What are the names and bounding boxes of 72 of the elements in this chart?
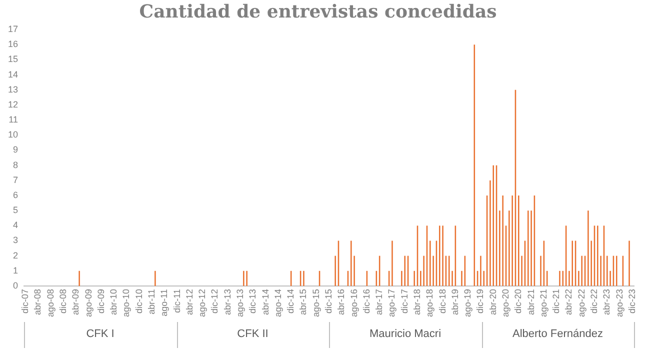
x-tick-label: dic-23 (626, 288, 637, 314)
text: CFK I (86, 328, 114, 340)
x-tick-label: ago-19 (462, 288, 473, 318)
x-tick-label: abr-10 (108, 288, 119, 315)
y-tick-label: 13 (8, 84, 18, 94)
text: Mauricio Macri (369, 328, 442, 340)
y-tick-label: 10 (8, 130, 18, 140)
text: Alberto Fernández (512, 328, 603, 340)
x-tick-label: ago-10 (121, 288, 132, 318)
y-tick-label: 15 (8, 54, 18, 64)
x-tick-label: abr-15 (298, 288, 308, 315)
x-tick-label: abr-11 (146, 288, 156, 314)
x-tick-label: dic-09 (96, 288, 106, 314)
x-tick-label: dic-18 (437, 288, 448, 314)
x-tick-label: ago-20 (500, 288, 510, 318)
x-tick-label: ago-08 (45, 288, 56, 318)
y-tick-label: 2 (12, 250, 18, 260)
x-tick-label: ago-09 (83, 288, 94, 318)
y-tick-label: 3 (12, 235, 18, 246)
x-tick-label: dic-12 (210, 288, 220, 314)
x-tick-label: dic-10 (134, 288, 144, 314)
x-tick-label: dic-22 (588, 288, 599, 314)
x-tick-label: abr-09 (70, 288, 81, 315)
x-tick-label: ago-22 (576, 288, 586, 318)
x-tick-label: abr-20 (488, 288, 498, 315)
chart-title: Cantidad de entrevistas concedidas (139, 1, 497, 22)
x-tick-label: abr-23 (602, 288, 612, 315)
y-tick-label: 11 (8, 114, 18, 125)
x-tick-label: abr-17 (374, 288, 384, 315)
x-tick-label: dic-21 (551, 288, 562, 314)
y-tick-label: 5 (12, 205, 18, 216)
y-tick-label: 14 (8, 69, 18, 80)
x-tick-label: dic-11 (172, 288, 182, 313)
x-tick-label: dic-17 (399, 288, 410, 314)
x-tick-label: abr-19 (450, 288, 460, 315)
x-tick-label: abr-18 (412, 288, 422, 315)
x-tick-label: dic-08 (58, 288, 68, 314)
text: CFK II (237, 328, 268, 340)
y-tick-label: 8 (12, 160, 18, 170)
x-tick-label: abr-16 (336, 288, 346, 315)
x-tick-label: ago-21 (538, 288, 548, 318)
x-tick-label: abr-08 (32, 288, 43, 315)
x-tick-label: ago-13 (234, 288, 245, 318)
y-tick-label: 9 (12, 144, 18, 155)
y-tick-label: 17 (8, 24, 18, 34)
y-tick-label: 12 (8, 99, 18, 110)
x-tick-label: dic-07 (20, 288, 30, 314)
y-tick-label: 4 (12, 220, 18, 230)
x-tick-label: dic-15 (323, 288, 334, 314)
x-tick-label: ago-11 (159, 288, 170, 316)
x-tick-label: ago-15 (310, 288, 321, 318)
x-tick-label: abr-13 (222, 288, 232, 315)
x-tick-label: abr-12 (184, 288, 194, 315)
x-tick-label: abr-21 (526, 288, 536, 315)
x-tick-label: dic-19 (475, 288, 486, 314)
y-tick-label: 0 (12, 280, 18, 290)
y-tick-label: 6 (12, 190, 18, 200)
y-tick-label: 1 (12, 265, 18, 276)
x-tick-label: abr-22 (564, 288, 574, 315)
x-tick-label: ago-18 (424, 288, 435, 318)
y-tick-label: 7 (12, 174, 18, 185)
x-tick-label: ago-16 (348, 288, 359, 318)
x-tick-label: dic-14 (286, 288, 296, 314)
x-tick-label: ago-17 (386, 288, 397, 318)
x-tick-label: abr-14 (260, 288, 270, 315)
x-tick-label: dic-20 (513, 288, 524, 314)
y-tick-label: 16 (8, 39, 18, 50)
x-tick-label: ago-12 (197, 288, 208, 318)
x-tick-label: ago-23 (614, 288, 624, 318)
x-tick-label: dic-13 (248, 288, 258, 314)
x-tick-label: ago-14 (272, 288, 283, 318)
x-tick-label: dic-16 (361, 288, 372, 314)
